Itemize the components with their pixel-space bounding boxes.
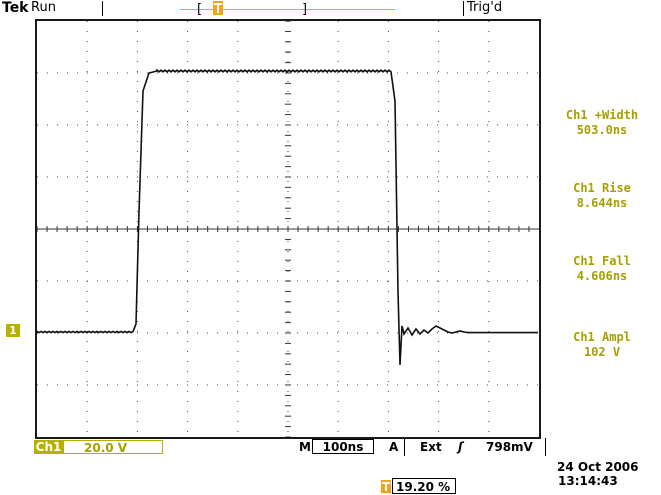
measurement-amplitude[interactable]: Ch1 Ampl 102 V: [543, 330, 661, 360]
channel-1-ground-marker-icon[interactable]: 1: [6, 324, 20, 337]
trigger-position-readout-icon: [381, 480, 391, 493]
channel-1-tag[interactable]: Ch1: [34, 440, 63, 454]
measurement-rise[interactable]: Ch1 Rise 8.644ns: [543, 181, 661, 211]
time-text: 13:14:43: [558, 474, 618, 488]
trigger-position-readout[interactable]: 19.20 %: [392, 478, 456, 494]
measurement-label: Ch1 Rise: [573, 181, 631, 195]
measurement-fall[interactable]: Ch1 Fall 4.606ns: [543, 254, 661, 284]
acquisition-state: Run: [31, 0, 56, 15]
record-trigger-marker-icon: [213, 1, 223, 15]
datetime: 24 Oct 2006 13:14:43: [557, 460, 639, 488]
measurement-value: 503.0ns: [576, 123, 628, 137]
measurement-label: Ch1 Fall: [573, 254, 631, 268]
measurement-width[interactable]: Ch1 +Width 503.0ns: [543, 108, 661, 138]
date-text: 24 Oct 2006: [557, 460, 639, 474]
measurement-value: 102 V: [583, 345, 621, 359]
readout-divider: [545, 438, 546, 456]
record-window-left-bracket: [: [197, 2, 203, 17]
status-divider: [102, 1, 103, 16]
measurement-value: 4.606ns: [576, 269, 628, 283]
measurement-label: Ch1 Ampl: [573, 330, 631, 344]
status-divider: [463, 1, 464, 16]
record-window-right-bracket: ]: [302, 2, 308, 17]
trigger-source[interactable]: Ext: [420, 440, 442, 454]
trigger-slope-icon[interactable]: ʃ: [458, 440, 463, 454]
channel-1-scale[interactable]: 20.0 V: [63, 440, 163, 455]
waveform-display: [37, 21, 539, 437]
record-position-bar: [180, 9, 395, 10]
readout-divider: [404, 438, 405, 456]
measurement-label: Ch1 +Width: [565, 108, 639, 122]
trigger-type: A: [389, 440, 399, 454]
timebase-value[interactable]: 100ns: [312, 439, 374, 454]
measurement-value: 8.644ns: [576, 196, 628, 210]
timebase-mode: M: [299, 440, 311, 454]
graticule[interactable]: [35, 19, 541, 439]
trigger-level[interactable]: 798mV: [486, 440, 533, 454]
brand-logo: Tek: [2, 0, 29, 16]
channel-1-trace: [37, 68, 538, 366]
trigger-status: Trig'd: [467, 0, 503, 15]
status-bar: Tek Run [ ] Trig'd: [0, 0, 661, 18]
